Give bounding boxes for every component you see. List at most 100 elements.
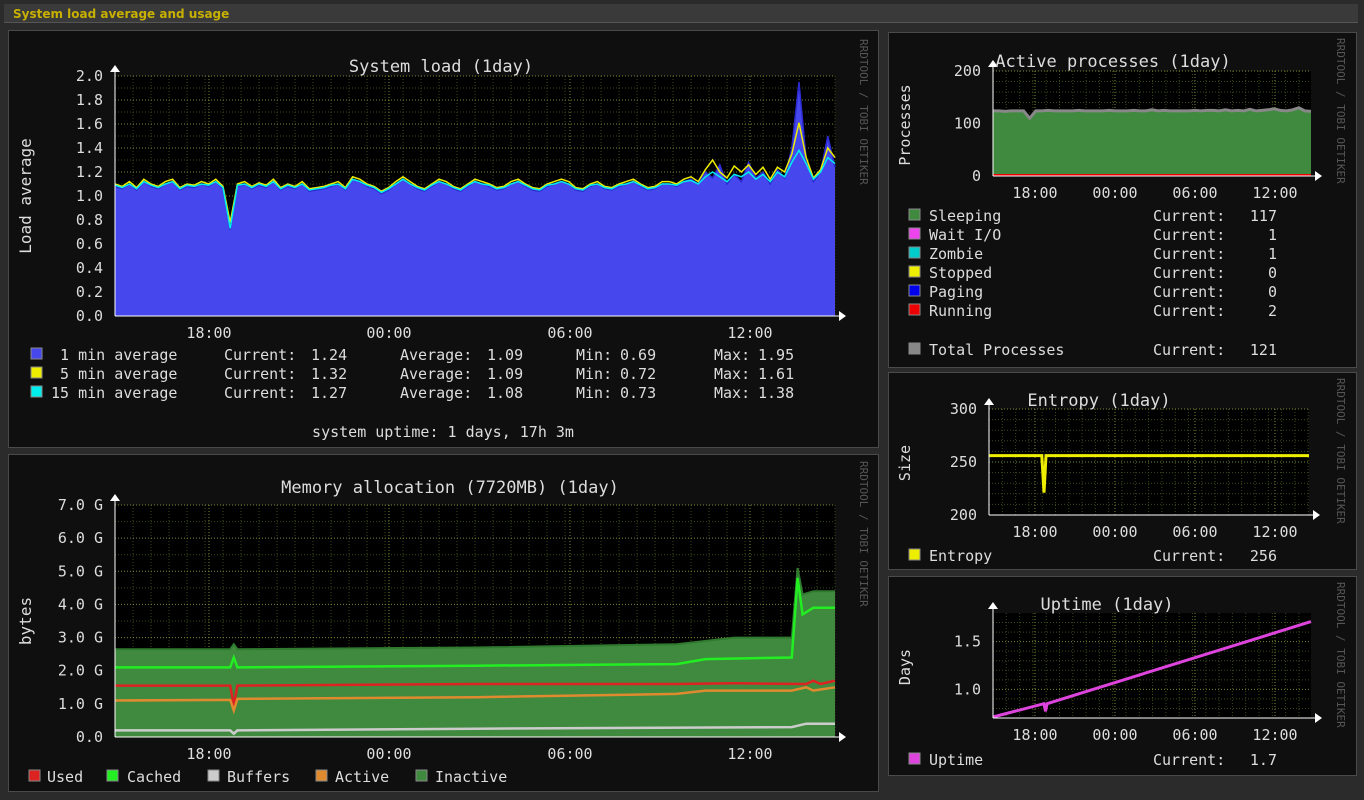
y-tick-label: 0.2 bbox=[76, 283, 103, 301]
cached-line bbox=[115, 577, 835, 669]
legend-label-paging: Paging bbox=[929, 283, 983, 301]
y-axis-label: Load average bbox=[16, 138, 35, 254]
x-tick-label: 12:00 bbox=[1252, 184, 1297, 202]
y-axis-arrow bbox=[988, 60, 998, 67]
legend-label-stopped: Stopped bbox=[929, 264, 992, 282]
legend-current-paging: 0 bbox=[1268, 283, 1277, 301]
legend-current-waitio: 1 bbox=[1268, 226, 1277, 244]
legend-swatch-load5 bbox=[30, 366, 43, 379]
x-tick-label: 18:00 bbox=[186, 324, 231, 342]
legend-swatch-active bbox=[315, 769, 328, 782]
entropy-panel: 18:00 00:00 06:00 12:00 200 250 300 Entropy (1… bbox=[888, 372, 1357, 570]
legend-swatch-waitio bbox=[908, 227, 921, 240]
legend-current-load1: 1.24 bbox=[311, 346, 347, 364]
legend-label-uptime: Uptime bbox=[929, 751, 983, 769]
memory-chart: 18:00 00:00 06:00 12:00 0.0 1.0 G 2.0 G 3.0 G 4.… bbox=[16, 461, 870, 786]
uptime-plot: 18:00 00:00 06:00 12:00 1.0 1.5 bbox=[954, 602, 1322, 744]
legend-min-load5: 0.72 bbox=[620, 365, 656, 383]
legend-current-label: Current: bbox=[224, 384, 296, 402]
legend-current-label: Current: bbox=[1153, 751, 1225, 769]
x-tick-label: 18:00 bbox=[1012, 726, 1057, 744]
watermark: RRDTOOL / TOBI OETIKER bbox=[1334, 378, 1347, 524]
watermark: RRDTOOL / TOBI OETIKER bbox=[857, 461, 870, 607]
x-tick-label: 06:00 bbox=[547, 324, 592, 342]
x-tick-label: 12:00 bbox=[727, 324, 772, 342]
legend-current-label: Current: bbox=[1153, 302, 1225, 320]
y-tick-label: 2.0 bbox=[76, 67, 103, 85]
x-tick-label: 12:00 bbox=[727, 745, 772, 763]
y-tick-label: 100 bbox=[954, 115, 981, 133]
legend-current-load15: 1.27 bbox=[311, 384, 347, 402]
x-tick-label: 18:00 bbox=[1012, 523, 1057, 541]
page-title: System load average and usage bbox=[13, 7, 230, 21]
y-axis-label: bytes bbox=[16, 597, 35, 645]
legend-label-load15: 15 min average bbox=[51, 384, 177, 402]
y-tick-label: 0.4 bbox=[76, 259, 103, 277]
x-axis-arrow bbox=[839, 311, 846, 321]
legend-swatch-paging bbox=[908, 284, 921, 297]
legend-current-label: Current: bbox=[1153, 341, 1225, 359]
y-tick-label: 1.8 bbox=[76, 91, 103, 109]
legend-min-label: Min: bbox=[576, 384, 612, 402]
y-axis-arrow bbox=[984, 398, 994, 405]
legend-label-used: Used bbox=[47, 768, 83, 786]
memory-panel: 18:00 00:00 06:00 12:00 0.0 1.0 G 2.0 G 3.0 G 4.… bbox=[8, 454, 879, 792]
legend-max-label: Max: bbox=[714, 346, 750, 364]
plot-background bbox=[993, 613, 1311, 718]
buffers-line bbox=[115, 722, 835, 736]
x-tick-label: 00:00 bbox=[366, 324, 411, 342]
y-tick-label: 1.2 bbox=[76, 163, 103, 181]
y-tick-label: 2.0 G bbox=[58, 662, 103, 680]
total-processes-line bbox=[993, 106, 1312, 121]
y-tick-label: 3.0 G bbox=[58, 629, 103, 647]
y-tick-label: 6.0 G bbox=[58, 529, 103, 547]
watermark: RRDTOOL / TOBI OETIKER bbox=[1334, 582, 1347, 728]
system-load-panel: 18:00 00:00 06:00 12:00 0.0 0.2 0.4 0.6 0.8 1.0 1.… bbox=[8, 30, 879, 448]
legend-max-load15: 1.38 bbox=[758, 384, 794, 402]
legend-current-entropy: 256 bbox=[1250, 547, 1277, 565]
legend-average-load1: 1.09 bbox=[487, 346, 523, 364]
uptime-line bbox=[992, 620, 1312, 719]
x-tick-label: 18:00 bbox=[1012, 184, 1057, 202]
legend-current-label: Current: bbox=[1153, 207, 1225, 225]
legend-label-inactive: Inactive bbox=[435, 768, 507, 786]
memory-plot: 18:00 00:00 06:00 12:00 0.0 1.0 G 2.0 G 3.0 G 4.… bbox=[58, 494, 846, 763]
legend-label-total: Total Processes bbox=[929, 341, 1064, 359]
processes-panel: 18:00 00:00 06:00 12:00 0 100 200 Active proce… bbox=[888, 32, 1357, 368]
legend-average-load15: 1.08 bbox=[487, 384, 523, 402]
y-axis-label: Days bbox=[896, 649, 914, 685]
y-tick-label: 0.0 bbox=[76, 307, 103, 325]
legend-current-label: Current: bbox=[224, 346, 296, 364]
y-tick-label: 0.6 bbox=[76, 235, 103, 253]
watermark: RRDTOOL / TOBI OETIKER bbox=[1334, 38, 1347, 184]
legend-current-stopped: 0 bbox=[1268, 264, 1277, 282]
legend-average-label: Average: bbox=[400, 365, 472, 383]
x-tick-label: 06:00 bbox=[1172, 523, 1217, 541]
x-axis-arrow bbox=[839, 732, 846, 742]
legend-current-label: Current: bbox=[1153, 245, 1225, 263]
legend-current-zombie: 1 bbox=[1268, 245, 1277, 263]
entropy-line bbox=[989, 454, 1309, 493]
y-axis-arrow bbox=[110, 65, 120, 72]
chart-title: Uptime (1day) bbox=[1040, 595, 1173, 615]
y-tick-label: 0.0 bbox=[76, 728, 103, 746]
x-axis-arrow bbox=[1315, 171, 1322, 181]
legend-swatch-sleeping bbox=[908, 208, 921, 221]
system-load-chart: 18:00 00:00 06:00 12:00 0.0 0.2 0.4 0.6 0.8 1.0 1.… bbox=[16, 39, 870, 441]
legend-label-buffers: Buffers bbox=[227, 768, 290, 786]
x-tick-label: 06:00 bbox=[547, 745, 592, 763]
legend-max-label: Max: bbox=[714, 384, 750, 402]
inactive-line bbox=[115, 567, 835, 651]
y-tick-label: 200 bbox=[950, 506, 977, 524]
legend-average-load5: 1.09 bbox=[487, 365, 523, 383]
legend-current-label: Current: bbox=[1153, 226, 1225, 244]
legend-swatch-stopped bbox=[908, 265, 921, 278]
y-tick-label: 7.0 G bbox=[58, 496, 103, 514]
uptime-footer: system uptime: 1 days, 17h 3m bbox=[312, 423, 574, 441]
legend-label-load1: 1 min average bbox=[51, 346, 177, 364]
legend-swatch-load1 bbox=[30, 347, 43, 360]
sleeping-area bbox=[993, 107, 1311, 176]
y-axis-arrow bbox=[110, 494, 120, 501]
y-tick-label: 1.4 bbox=[76, 139, 103, 157]
y-axis-arrow bbox=[988, 602, 998, 609]
